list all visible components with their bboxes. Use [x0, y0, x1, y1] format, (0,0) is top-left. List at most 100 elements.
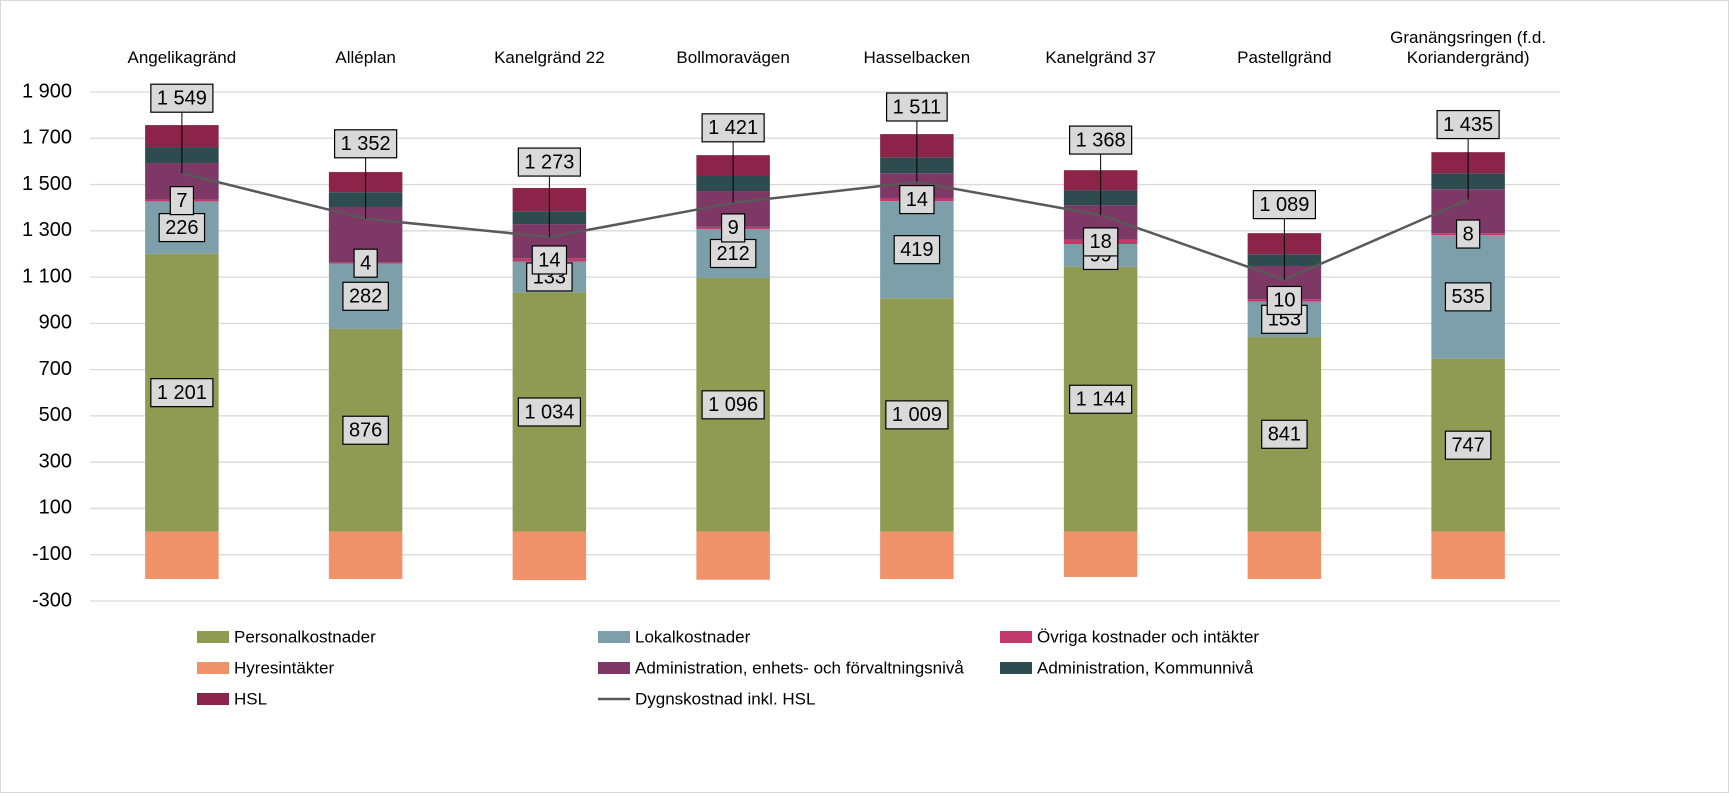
data-label-text: 7: [176, 190, 187, 212]
y-tick-label: -100: [32, 543, 72, 565]
data-label: 1 089: [1252, 190, 1317, 280]
y-tick-label: 100: [39, 497, 72, 519]
y-tick-label: -300: [32, 589, 72, 611]
bar-segment: [1063, 531, 1138, 577]
data-label: 1 435: [1436, 109, 1500, 200]
legend-label: Hyresintäkter: [234, 658, 334, 677]
label-box: [701, 113, 765, 143]
data-label-text: 535: [1451, 286, 1484, 308]
label-box: [701, 390, 765, 420]
legend-swatch: [598, 662, 630, 674]
data-label-text: 1 009: [892, 404, 942, 426]
data-label: 1 034: [517, 397, 582, 427]
x-tick-label: Alléplan: [335, 48, 396, 67]
legend-swatch: [598, 631, 630, 643]
data-label: 747: [1444, 430, 1492, 460]
label-box: [1068, 125, 1133, 155]
data-label: 1 144: [1068, 384, 1133, 414]
data-label: 535: [1444, 282, 1492, 312]
y-tick-label: 1 900: [22, 80, 72, 102]
data-label: 841: [1261, 419, 1308, 449]
legend-swatch: [197, 631, 229, 643]
legend-label: Administration, enhets- och förvaltnings…: [635, 658, 964, 677]
label-box: [885, 92, 948, 122]
data-label: 1 421: [701, 113, 765, 203]
data-label-text: 1 511: [893, 96, 942, 118]
y-tick-label: 1 300: [22, 219, 72, 241]
x-tick-label: Pastellgränd: [1237, 48, 1332, 67]
data-label: 10: [1266, 285, 1303, 316]
data-label: 7: [169, 186, 195, 216]
data-label: 1 368: [1068, 125, 1133, 216]
label-box: [1455, 219, 1481, 249]
data-label-text: 14: [906, 189, 928, 211]
x-tick-label: Kanelgränd 37: [1045, 48, 1156, 67]
data-label-text: 212: [716, 243, 749, 265]
data-label: 4: [353, 248, 378, 278]
label-box: [517, 397, 582, 427]
label-box: [1082, 227, 1119, 257]
y-tick-label: 900: [39, 312, 72, 334]
label-box: [1068, 384, 1133, 414]
label-box: [150, 378, 214, 408]
label-box: [342, 281, 389, 311]
data-label-text: 1 089: [1259, 194, 1309, 216]
legend-label: Personalkostnader: [234, 627, 376, 646]
x-tick-label: Bollmoravägen: [676, 48, 790, 67]
y-tick-label: 700: [39, 358, 72, 380]
legend-swatch: [1000, 631, 1032, 643]
label-box: [342, 415, 389, 445]
y-tick-label: 300: [39, 450, 72, 472]
data-label: 1 549: [150, 83, 214, 174]
data-label-text: 1 201: [157, 382, 207, 404]
y-tick-label: 500: [39, 404, 72, 426]
label-box: [1261, 419, 1308, 449]
data-label-text: 4: [360, 252, 371, 274]
label-box: [709, 238, 757, 269]
data-label: 1 201: [150, 378, 214, 408]
legend-swatch: [1000, 662, 1032, 674]
bar-segment: [328, 531, 403, 580]
data-label-text: 9: [728, 217, 739, 239]
data-label: 18: [1082, 227, 1119, 257]
bar-segment: [880, 531, 954, 580]
label-box: [353, 248, 378, 278]
label-box: [150, 83, 214, 113]
data-label-text: 226: [165, 217, 198, 239]
label-box: [899, 184, 935, 215]
label-box: [333, 129, 398, 159]
label-box: [1266, 285, 1303, 316]
x-tick-label: Hasselbacken: [863, 48, 971, 67]
x-tick-label: Angelikagränd: [127, 48, 237, 67]
y-tick-label: 1 500: [22, 173, 72, 195]
data-label-text: 1 352: [341, 133, 391, 155]
label-box: [885, 400, 949, 430]
label-box: [893, 235, 941, 265]
y-tick-label: 1 700: [22, 127, 72, 149]
legend-label: HSL: [234, 689, 267, 708]
data-label: 212: [709, 238, 757, 269]
data-label: 14: [531, 245, 568, 275]
bar-segment: [512, 531, 587, 581]
label-box: [517, 147, 582, 177]
data-label-text: 419: [900, 239, 933, 261]
data-label: 419: [893, 235, 941, 265]
x-tick-label: Kanelgränd 22: [494, 48, 605, 67]
data-label: 226: [158, 212, 206, 243]
label-box: [1444, 282, 1492, 312]
data-label-text: 1 549: [157, 87, 207, 109]
label-box: [1252, 190, 1317, 220]
label-box: [158, 212, 206, 243]
data-label-text: 1 034: [524, 401, 574, 423]
bar-segment: [1431, 531, 1505, 580]
x-tick-label: Granängsringen (f.d. Koriandergränd): [1390, 28, 1547, 67]
data-label: 1 352: [333, 129, 398, 219]
data-label-text: 876: [349, 420, 382, 442]
legend-label: Administration, Kommunnivå: [1037, 658, 1254, 677]
data-label-text: 841: [1268, 424, 1301, 446]
bar-segment: [145, 531, 219, 580]
y-tick-label: 1 100: [22, 265, 72, 287]
data-label-text: 1 273: [524, 151, 574, 173]
